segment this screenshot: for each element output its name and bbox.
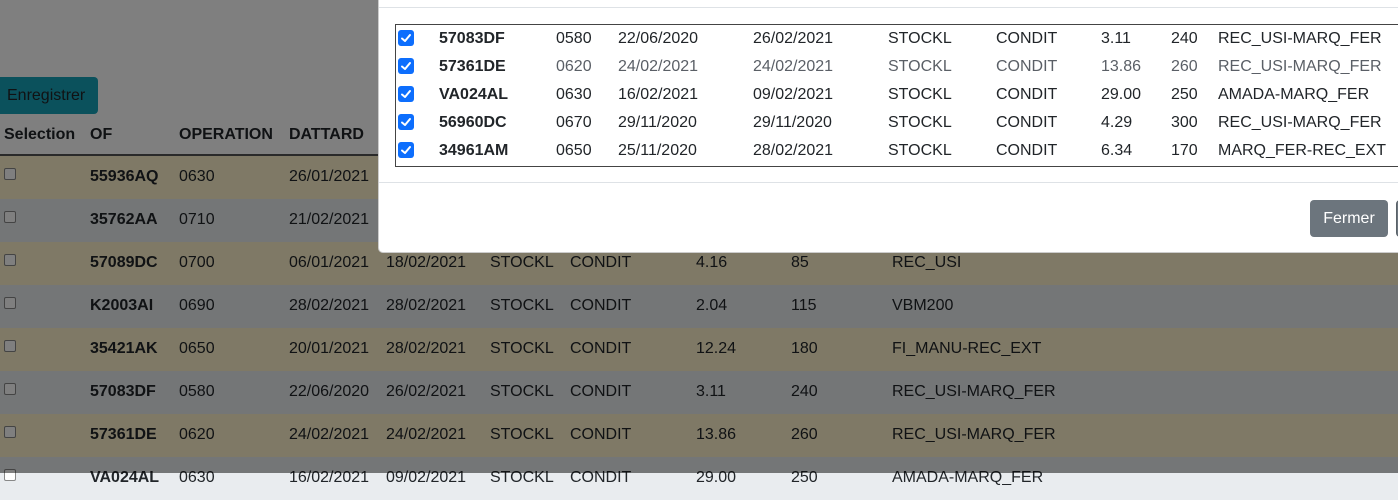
selected-row[interactable]: 57083DF 0580 22/06/2020 26/02/2021 STOCKL CON…: [396, 25, 1398, 53]
cell-qty: 250: [1171, 86, 1198, 103]
selected-row[interactable]: 56960DC 0670 29/11/2020 29/11/2020 STOCKL CON…: [396, 109, 1398, 137]
cell-loc: STOCKL: [888, 142, 952, 159]
cell-op: 0620: [556, 58, 592, 75]
close-button[interactable]: Fermer: [1310, 200, 1388, 237]
cell-d1: 29/11/2020: [618, 114, 697, 131]
cell-of: 57083DF: [439, 30, 505, 47]
modal-footer-divider: [379, 182, 1398, 183]
checked-checkbox[interactable]: [398, 86, 414, 102]
modal-header-divider: [379, 7, 1398, 8]
cell-route: REC_USI-MARQ_FER: [1218, 58, 1382, 75]
cell-cond: CONDIT: [996, 86, 1058, 103]
cell-cond: CONDIT: [996, 114, 1058, 131]
cell-op: 0580: [556, 30, 592, 47]
check-icon: [401, 90, 411, 98]
check-icon: [401, 34, 411, 42]
checked-checkbox[interactable]: [398, 30, 414, 46]
cell-route: AMADA-MARQ_FER: [1218, 86, 1370, 103]
check-icon: [401, 62, 411, 70]
cell-val: 29.00: [1101, 86, 1142, 103]
cell-route: REC_USI-MARQ_FER: [1218, 30, 1382, 47]
cell-d2: 24/02/2021: [753, 58, 834, 75]
cell-cond: CONDIT: [996, 142, 1058, 159]
cell-qty: 170: [1171, 142, 1198, 159]
cell-route: REC_USI-MARQ_FER: [1218, 114, 1382, 131]
cell-val: 6.34: [1101, 142, 1133, 159]
cell-d1: 22/06/2020: [618, 30, 699, 47]
cell-of: VA024AL: [439, 86, 509, 103]
selected-row[interactable]: VA024AL 0630 16/02/2021 09/02/2021 STOCKL CON…: [396, 81, 1398, 109]
selected-row[interactable]: 57361DE 0620 24/02/2021 24/02/2021 STOCKL CON…: [396, 53, 1398, 81]
cell-val: 13.86: [1101, 58, 1142, 75]
cell-d1: 16/02/2021: [618, 86, 699, 103]
selected-orders-table: 57083DF 0580 22/06/2020 26/02/2021 STOCKL CON…: [395, 24, 1398, 167]
cell-of: 34961AM: [439, 142, 509, 159]
cell-op: 0650: [556, 142, 592, 159]
checked-checkbox[interactable]: [398, 114, 414, 130]
cell-loc: STOCKL: [888, 30, 952, 47]
cell-d2: 29/11/2020: [753, 114, 832, 131]
checked-checkbox[interactable]: [398, 58, 414, 74]
cell-val: 4.29: [1101, 114, 1133, 131]
selected-row[interactable]: 34961AM 0650 25/11/2020 28/02/2021 STOCKL CON…: [396, 137, 1398, 165]
selection-modal: 57083DF 0580 22/06/2020 26/02/2021 STOCKL CON…: [378, 0, 1398, 253]
cell-of: 57361DE: [439, 58, 506, 75]
cell-cond: CONDIT: [996, 30, 1058, 47]
cell-of: 56960DC: [439, 114, 507, 131]
cell-qty: 240: [1171, 30, 1198, 47]
checked-checkbox[interactable]: [398, 142, 414, 158]
cell-route: MARQ_FER-REC_EXT: [1218, 142, 1387, 159]
cell-d1: 24/02/2021: [618, 58, 699, 75]
cell-d1: 25/11/2020: [618, 142, 697, 159]
cell-qty: 300: [1171, 114, 1198, 131]
cell-val: 3.11: [1101, 30, 1131, 47]
check-icon: [401, 118, 411, 126]
cell-loc: STOCKL: [888, 114, 952, 131]
cell-d2: 09/02/2021: [753, 86, 834, 103]
cell-op: 0630: [556, 86, 592, 103]
cell-op: 0670: [556, 114, 592, 131]
cell-loc: STOCKL: [888, 86, 952, 103]
cell-d2: 28/02/2021: [753, 142, 834, 159]
check-icon: [401, 146, 411, 154]
cell-qty: 260: [1171, 58, 1198, 75]
cell-loc: STOCKL: [888, 58, 952, 75]
cell-cond: CONDIT: [996, 58, 1058, 75]
cell-d2: 26/02/2021: [753, 30, 834, 47]
